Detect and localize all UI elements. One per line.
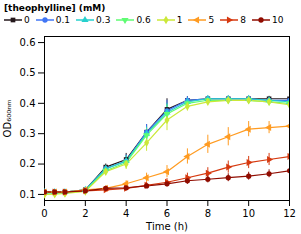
html-text:0.6: 0.6 — [136, 15, 151, 25]
svg-text:12: 12 — [283, 208, 296, 219]
svg-text:8: 8 — [205, 208, 211, 219]
svg-text:0.3: 0.3 — [20, 128, 36, 139]
svg-text:0.4: 0.4 — [20, 98, 36, 109]
html-text:0.3: 0.3 — [96, 15, 111, 25]
svg-text:0.1: 0.1 — [20, 189, 36, 200]
svg-text:0.6: 0.6 — [20, 37, 36, 48]
html-text:8: 8 — [240, 15, 246, 25]
svg-text:2: 2 — [82, 208, 88, 219]
html-text:0.1: 0.1 — [55, 15, 71, 25]
html-text:10: 10 — [271, 15, 284, 25]
svg-text:OD₆₀₀ₙₘ: OD₆₀₀ₙₘ — [2, 100, 13, 138]
svg-text:0.5: 0.5 — [20, 67, 36, 78]
svg-text:4: 4 — [123, 208, 129, 219]
svg-text:0: 0 — [41, 208, 47, 219]
svg-text:6: 6 — [164, 208, 170, 219]
html-text:5: 5 — [208, 15, 215, 25]
svg-text:10: 10 — [242, 208, 255, 219]
html-text:1: 1 — [176, 15, 183, 25]
svg-text:Time (h): Time (h) — [145, 221, 188, 232]
html-text:0: 0 — [24, 15, 30, 25]
html-text:[theophylline] (mM): [theophylline] (mM) — [4, 3, 106, 13]
svg-text:0.2: 0.2 — [20, 158, 36, 169]
